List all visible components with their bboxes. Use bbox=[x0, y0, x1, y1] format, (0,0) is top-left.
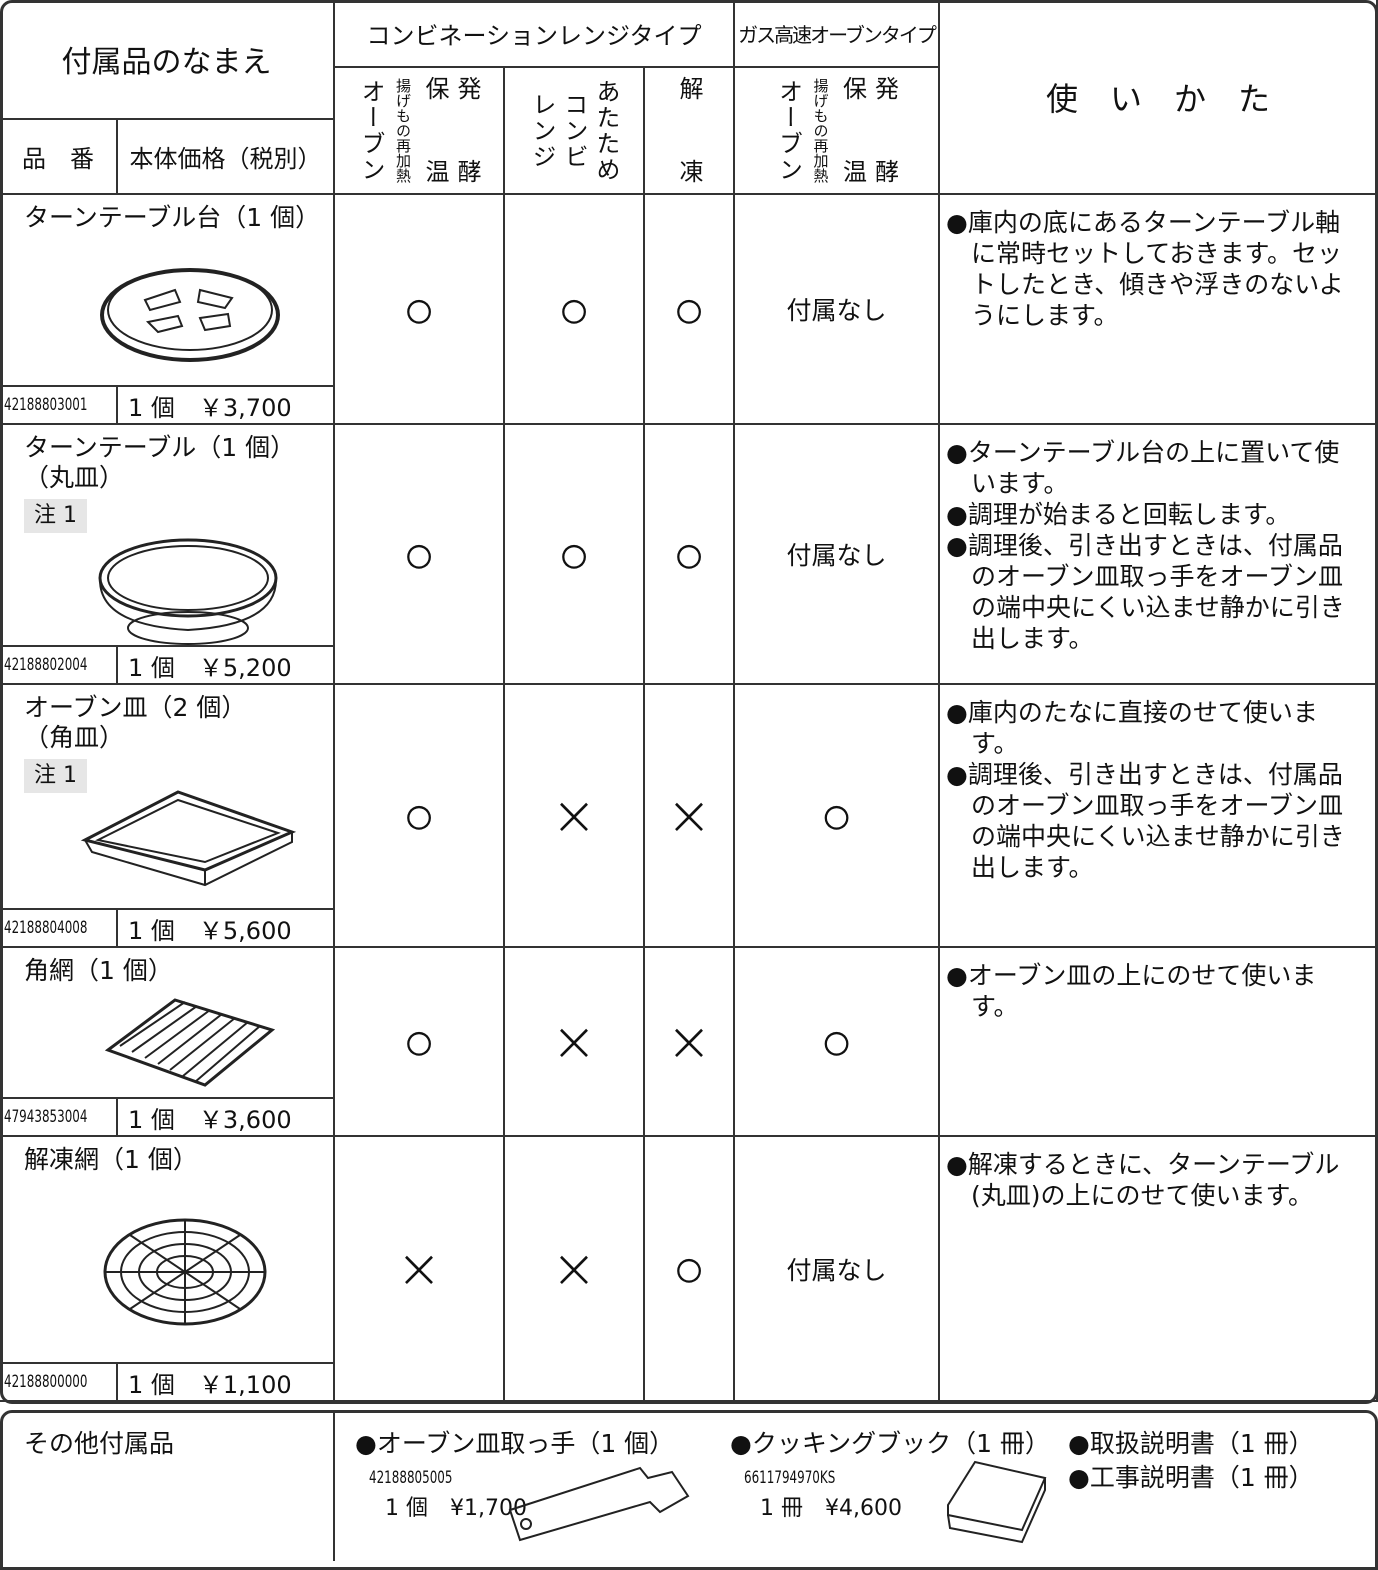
usage-cell: ●庫内の底にあるターンテーブル軸に常時セットしておきます。セットしたとき、傾きや… bbox=[940, 195, 1378, 425]
compatibility-mark: ○ bbox=[335, 948, 505, 1137]
price-cell: 1 個 ￥1,100 bbox=[118, 1364, 335, 1402]
part-number-header: 品 番 bbox=[0, 120, 118, 195]
usage-cell: ●解凍するときに、ターンテーブル(丸皿)の上にのせて使います。 bbox=[940, 1137, 1378, 1402]
usage-text: ●庫内の底にあるターンテーブル軸に常時セットしておきます。セットしたとき、傾きや… bbox=[946, 208, 1344, 330]
other-item-name: ●オーブン皿取っ手（1 個） bbox=[355, 1429, 675, 1458]
usage-cell: ●ターンテーブル台の上に置いて使います。 ●調理が始まると回転します。 ●調理後、引… bbox=[940, 425, 1378, 685]
mode-header: オーブン 揚げもの再加熱 保温 発酵 bbox=[735, 68, 940, 195]
mode-label: レンジ bbox=[528, 91, 556, 170]
compatibility-mark: ○ bbox=[645, 425, 735, 685]
name-cell: ターンテーブル（1 個） （丸皿） 注 1 bbox=[0, 425, 335, 647]
accessory-name: 角網（1 個） bbox=[24, 956, 173, 985]
mode-label: 揚げもの再加熱 bbox=[811, 78, 830, 183]
part-number-cell: 47943853004 bbox=[0, 1099, 118, 1137]
compatibility-mark: ○ bbox=[645, 1137, 735, 1402]
part-number-cell: 42188803001 bbox=[0, 387, 118, 425]
accessory-name: ターンテーブル（1 個） bbox=[24, 433, 296, 462]
note-label: 注 1 bbox=[24, 759, 87, 793]
name-cell: オーブン皿（2 個） （角皿） 注 1 bbox=[0, 685, 335, 910]
gas-type-header: ガス高速オーブンタイプ bbox=[735, 0, 940, 68]
accessory-subname: （丸皿） bbox=[24, 463, 125, 492]
usage-text: ●解凍するときに、ターンテーブル(丸皿)の上にのせて使います。 bbox=[946, 1150, 1340, 1210]
usage-text: ●調理が始まると回転します。 bbox=[946, 500, 1291, 529]
accessory-name: ターンテーブル台（1 個） bbox=[24, 203, 321, 232]
compatibility-mark: ○ bbox=[335, 195, 505, 425]
other-label-cell: その他付属品 bbox=[0, 1412, 335, 1561]
compatibility-mark: ○ bbox=[645, 195, 735, 425]
compatibility-mark: × bbox=[645, 948, 735, 1137]
usage-text: ●調理後、引き出すときは、付属品のオーブン皿取っ手をオーブン皿の端中央にくい込ま… bbox=[946, 531, 1345, 653]
part-number-cell: 42188800000 bbox=[0, 1364, 118, 1402]
other-item-name: ●取扱説明書（1 冊） bbox=[1068, 1429, 1314, 1458]
combination-type-header: コンビネーションレンジタイプ bbox=[335, 0, 735, 68]
mode-label: オーブン bbox=[357, 78, 385, 183]
other-item-name: ●クッキングブック（1 冊） bbox=[730, 1429, 1050, 1458]
usage-cell: ●庫内のたなに直接のせて使います。 ●調理後、引き出すときは、付属品のオーブン皿取… bbox=[940, 685, 1378, 948]
part-number: 42188803001 bbox=[4, 395, 88, 415]
compatibility-mark: × bbox=[645, 685, 735, 948]
part-number: 47943853004 bbox=[4, 1107, 88, 1127]
price-cell: 1 個 ￥3,600 bbox=[118, 1099, 335, 1137]
mode-label: 解凍 bbox=[675, 76, 703, 185]
usage-text: ●庫内のたなに直接のせて使います。 bbox=[946, 698, 1318, 758]
name-cell: 角網（1 個） bbox=[0, 948, 335, 1099]
other-item-part-number: 42188805005 bbox=[369, 1468, 453, 1488]
mode-label: 発酵 bbox=[870, 76, 899, 185]
usage-text: ●ターンテーブル台の上に置いて使います。 bbox=[946, 438, 1340, 498]
mode-label: 発酵 bbox=[453, 76, 481, 185]
mode-header: レンジ コンビ あたため bbox=[505, 68, 645, 195]
usage-header: 使 い か た bbox=[940, 0, 1378, 195]
name-cell: 解凍網（1 個） bbox=[0, 1137, 335, 1364]
compatibility-mark: ○ bbox=[505, 195, 645, 425]
compatibility-mark: ○ bbox=[335, 425, 505, 685]
accessory-name: 解凍網（1 個） bbox=[24, 1145, 198, 1174]
price-cell: 1 個 ￥5,200 bbox=[118, 647, 335, 685]
mode-label: 保温 bbox=[838, 76, 867, 185]
price-cell: 1 個 ￥5,600 bbox=[118, 910, 335, 948]
mode-label: オーブン bbox=[774, 78, 803, 183]
part-number-cell: 42188804008 bbox=[0, 910, 118, 948]
part-number: 42188800000 bbox=[4, 1372, 88, 1392]
name-cell: ターンテーブル台（1 個） bbox=[0, 195, 335, 387]
mode-label: 保温 bbox=[421, 76, 449, 185]
accessory-name: オーブン皿（2 個） bbox=[24, 693, 247, 722]
usage-cell: ●オーブン皿の上にのせて使います。 bbox=[940, 948, 1378, 1137]
mode-label: あたため bbox=[592, 78, 620, 183]
compatibility-mark: 付属なし bbox=[735, 195, 940, 425]
compatibility-mark: × bbox=[505, 1137, 645, 1402]
part-number-cell: 42188802004 bbox=[0, 647, 118, 685]
compatibility-mark: 付属なし bbox=[735, 1137, 940, 1402]
accessory-name-header: 付属品のなまえ bbox=[0, 0, 335, 120]
compatibility-mark: ○ bbox=[335, 685, 505, 948]
compatibility-mark: ○ bbox=[505, 425, 645, 685]
usage-text: ●オーブン皿の上にのせて使います。 bbox=[946, 961, 1317, 1021]
compatibility-mark: ○ bbox=[735, 685, 940, 948]
compatibility-mark: × bbox=[505, 948, 645, 1137]
compatibility-mark: × bbox=[335, 1137, 505, 1402]
price-header: 本体価格（税別） bbox=[118, 120, 335, 195]
compatibility-mark: ○ bbox=[735, 948, 940, 1137]
part-number: 42188804008 bbox=[4, 918, 88, 938]
other-item-price: 1 冊 ¥4,600 bbox=[760, 1496, 902, 1521]
mode-header: 解凍 bbox=[645, 68, 735, 195]
price-cell: 1 個 ￥3,700 bbox=[118, 387, 335, 425]
other-item-name: ●工事説明書（1 冊） bbox=[1068, 1463, 1314, 1492]
mode-label: コンビ bbox=[560, 91, 588, 170]
part-number: 42188802004 bbox=[4, 655, 88, 675]
compatibility-mark: 付属なし bbox=[735, 425, 940, 685]
usage-text: ●調理後、引き出すときは、付属品のオーブン皿取っ手をオーブン皿の端中央にくい込ま… bbox=[946, 760, 1345, 882]
other-item-price: 1 個 ¥1,700 bbox=[385, 1496, 527, 1521]
mode-header: オーブン 揚げもの再加熱 保温 発酵 bbox=[335, 68, 505, 195]
note-label: 注 1 bbox=[24, 499, 87, 533]
accessory-subname: （角皿） bbox=[24, 723, 125, 752]
mode-label: 揚げもの再加熱 bbox=[394, 78, 412, 183]
other-item-part-number: 6611794970KS bbox=[744, 1468, 836, 1488]
compatibility-mark: × bbox=[505, 685, 645, 948]
